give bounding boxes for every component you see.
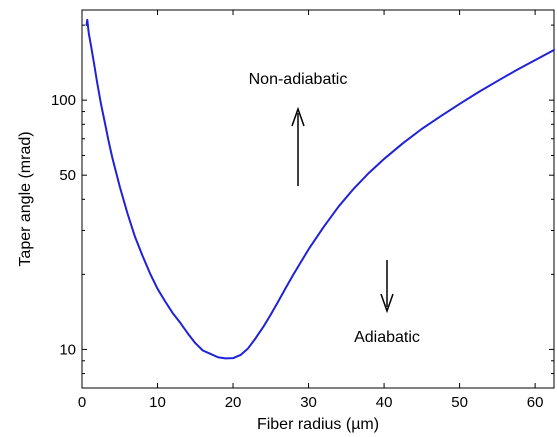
- x-tick-label: 20: [225, 394, 242, 411]
- up-arrow-icon: [291, 106, 305, 127]
- x-axis-label: Fiber radius (µm): [257, 416, 379, 433]
- y-axis-label: Taper angle (mrad): [17, 131, 34, 266]
- annotation-layer: Non-adiabatic Adiabatic: [249, 71, 420, 346]
- y-tick-label: 50: [59, 167, 76, 184]
- x-tick-label: 40: [376, 394, 393, 411]
- x-tick-label: 10: [149, 394, 166, 411]
- annotation-adiabatic: Adiabatic: [354, 329, 420, 346]
- ticks-layer: 0 10 20 30 40 50 60 10 50 100: [51, 10, 554, 411]
- x-tick-label: 0: [78, 394, 86, 411]
- plot-area: [81, 9, 555, 389]
- y-tick-label: 100: [51, 92, 76, 109]
- y-tick-label: 10: [59, 341, 76, 358]
- x-tick-label: 30: [300, 394, 317, 411]
- annotation-non-adiabatic: Non-adiabatic: [249, 71, 348, 88]
- x-tick-label: 50: [451, 394, 468, 411]
- series-layer: [85, 18, 555, 360]
- down-arrow-icon: [380, 293, 394, 314]
- x-tick-label: 60: [527, 394, 544, 411]
- series-line: [85, 18, 555, 360]
